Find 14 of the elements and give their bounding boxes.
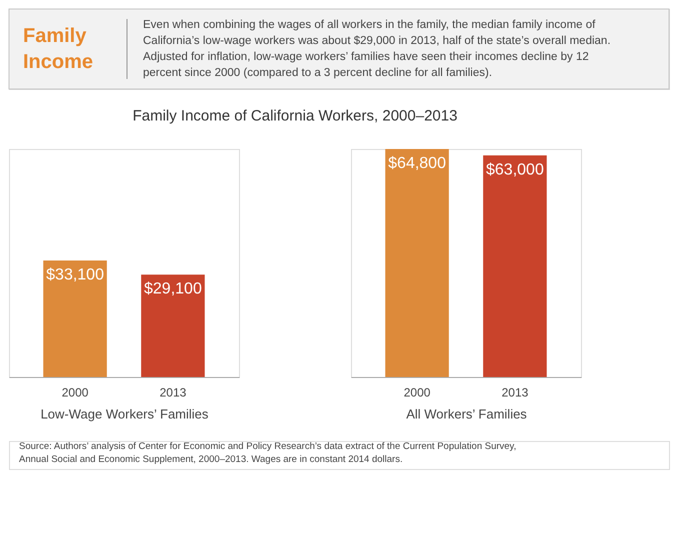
data-label: $33,100 [46,266,104,284]
x-tick-label: 2013 [160,386,187,400]
data-label: $63,000 [486,161,544,178]
x-tick-label: 2013 [502,386,529,400]
x-axis-title: All Workers’ Families [406,406,528,422]
text: Family Income [23,25,94,73]
text: Family Income of California Workers, 2000–2013 [132,108,458,124]
text: Even when combining the wages of all workers in the family, the median family income of California’s low-wage workers was about $29,000 in 2013, half of the state’s overall median. Adjusted for inflation, low-wage workers’ families have seen their incomes decline by 12 percent since 2000 (compared to a 3 percent decline for all families). [143,19,611,79]
x-tick-label: 2000 [62,386,89,400]
x-axis-title: Low-Wage Workers’ Families [40,406,209,422]
source-note: Source: Authors’ analysis of Center for Economic and Policy Research’s data extract of the Current Population Survey, Annual Social and Economic Supplement, 2000–2013. Wages are in constant 2014 dollars. [19,441,516,465]
x-tick-label: 2000 [404,386,431,400]
data-label: $64,800 [388,155,446,172]
data-label: $29,100 [144,280,202,298]
